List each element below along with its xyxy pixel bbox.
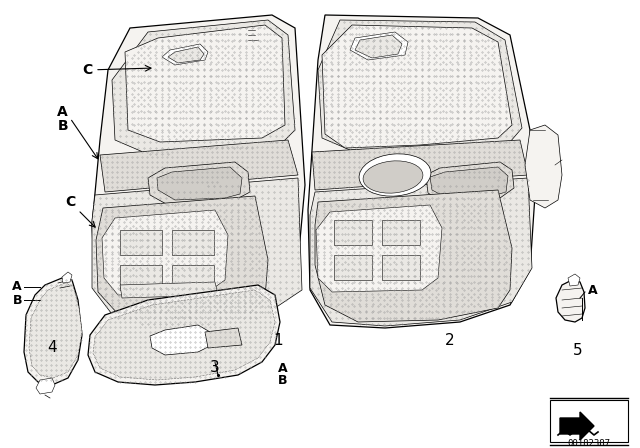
Text: C: C — [82, 63, 151, 77]
Polygon shape — [316, 205, 442, 292]
Text: 1: 1 — [273, 333, 283, 348]
Polygon shape — [426, 162, 514, 202]
Text: 3: 3 — [210, 360, 220, 375]
Polygon shape — [568, 274, 580, 286]
Polygon shape — [120, 265, 162, 290]
Polygon shape — [308, 15, 535, 328]
Polygon shape — [92, 178, 302, 328]
Polygon shape — [350, 32, 408, 60]
Ellipse shape — [363, 161, 423, 193]
Polygon shape — [334, 220, 372, 245]
Polygon shape — [205, 328, 242, 348]
Text: C: C — [65, 195, 95, 227]
Polygon shape — [93, 290, 275, 380]
Polygon shape — [430, 167, 508, 198]
Polygon shape — [102, 210, 228, 295]
Polygon shape — [92, 15, 305, 328]
Polygon shape — [334, 255, 372, 280]
Polygon shape — [315, 190, 512, 322]
Polygon shape — [172, 265, 214, 290]
Polygon shape — [148, 162, 250, 205]
Polygon shape — [355, 35, 402, 58]
Polygon shape — [168, 47, 204, 63]
Text: B: B — [58, 119, 68, 133]
Polygon shape — [157, 167, 242, 200]
Polygon shape — [322, 25, 512, 148]
Polygon shape — [382, 220, 420, 245]
Text: A: A — [12, 280, 22, 293]
Polygon shape — [382, 255, 420, 280]
Polygon shape — [112, 20, 295, 155]
Polygon shape — [36, 378, 55, 394]
Polygon shape — [24, 278, 82, 385]
Text: 4: 4 — [47, 340, 57, 355]
Polygon shape — [125, 25, 285, 142]
Polygon shape — [525, 125, 562, 208]
Polygon shape — [100, 140, 298, 192]
Text: 5: 5 — [573, 343, 583, 358]
Text: B: B — [13, 293, 22, 306]
Polygon shape — [96, 196, 268, 318]
Text: A: A — [278, 362, 287, 375]
Polygon shape — [29, 283, 82, 378]
Polygon shape — [312, 140, 528, 190]
Polygon shape — [150, 325, 212, 355]
Text: 2: 2 — [445, 333, 455, 348]
Polygon shape — [560, 412, 594, 440]
Ellipse shape — [359, 154, 431, 196]
Text: B: B — [278, 375, 287, 388]
Polygon shape — [120, 282, 218, 298]
Text: 00182387: 00182387 — [568, 439, 611, 448]
Polygon shape — [162, 44, 208, 65]
Text: A: A — [57, 105, 68, 119]
Polygon shape — [120, 230, 162, 255]
Polygon shape — [556, 280, 585, 322]
Polygon shape — [318, 20, 522, 150]
FancyBboxPatch shape — [550, 400, 628, 442]
Polygon shape — [88, 285, 280, 385]
Polygon shape — [62, 272, 72, 283]
Text: A: A — [588, 284, 598, 297]
Polygon shape — [310, 178, 532, 326]
Polygon shape — [172, 230, 214, 255]
